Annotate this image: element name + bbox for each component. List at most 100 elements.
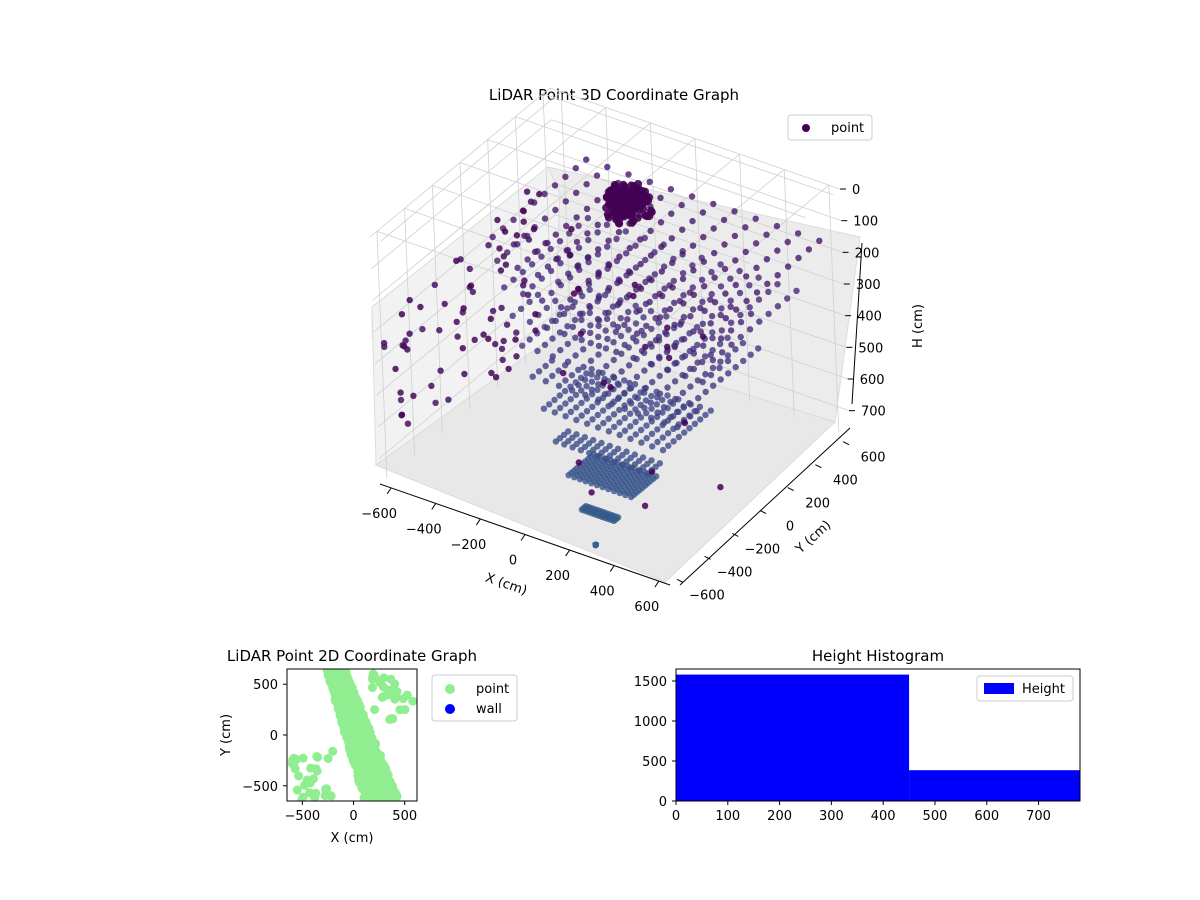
plot3d-point	[521, 232, 528, 239]
plot3d-point	[602, 327, 609, 334]
plot3d-point	[578, 387, 585, 394]
plot3d-y-tick-label: −600	[689, 588, 725, 603]
plot2d-legend-label-wall: wall	[476, 702, 502, 717]
plot2d-point	[368, 683, 377, 693]
plot3d-point	[595, 292, 603, 300]
plot3d-point	[604, 243, 611, 250]
plot3d-point	[718, 327, 725, 334]
plot2d: LiDAR Point 2D Coordinate Graph −500−500…	[219, 647, 518, 846]
plot3d-point	[594, 411, 601, 419]
plot3d-point	[659, 409, 666, 416]
plot3d-point	[624, 206, 633, 215]
histogram-x-tick-label: 700	[1026, 809, 1051, 824]
plot3d-point	[605, 428, 613, 435]
plot3d-point	[784, 263, 792, 270]
plot3d-point	[657, 219, 665, 226]
plot3d-z-tick-label: 300	[856, 278, 881, 293]
plot3d-gridline-z	[376, 246, 557, 396]
plot3d-point	[718, 305, 725, 312]
plot3d-point	[573, 189, 580, 196]
plot3d-point	[732, 257, 739, 264]
plot3d-point	[733, 306, 740, 313]
plot3d-point	[595, 396, 602, 403]
plot3d-point	[698, 276, 706, 283]
plot3d-point	[594, 424, 602, 431]
plot3d-point	[646, 298, 653, 306]
plot3d-z-tick-label: 500	[858, 341, 883, 356]
plot3d-gridline-zback	[551, 119, 842, 222]
plot3d-point	[648, 457, 655, 464]
plot3d-legend-box	[787, 114, 873, 141]
plot3d-point	[661, 285, 668, 292]
plot2d-point	[380, 786, 390, 796]
plot3d-point	[498, 304, 505, 312]
plot3d-point	[616, 431, 623, 439]
plot3d-point	[687, 383, 694, 390]
plot3d-point	[543, 304, 550, 312]
plot2d-point	[362, 780, 372, 790]
plot3d-x-tick	[609, 565, 615, 572]
plot3d-point	[647, 252, 655, 259]
plot3d-point	[627, 385, 635, 392]
plot3d-point	[612, 328, 620, 336]
plot3d-x-tick-label: −600	[361, 507, 397, 522]
plot3d-point	[397, 396, 405, 404]
plot3d-point	[689, 306, 697, 313]
plot3d-point	[594, 221, 601, 228]
plot3d-point	[638, 187, 647, 196]
plot3d-point	[417, 303, 424, 311]
plot3d-point	[691, 420, 699, 427]
plot3d-point	[682, 372, 689, 380]
plot3d-point	[616, 419, 623, 426]
plot3d-point	[599, 407, 607, 414]
plot2d-point	[292, 785, 302, 795]
plot3d-point	[604, 163, 611, 171]
plot3d-point	[737, 318, 745, 326]
plot3d-point	[649, 378, 656, 386]
plot3d-point	[732, 346, 739, 353]
histogram-x-tick-label: 600	[974, 809, 999, 824]
plot3d-point	[664, 343, 671, 350]
plot3d-point	[551, 396, 558, 404]
plot3d-point	[613, 235, 620, 243]
plot3d-point	[805, 246, 813, 253]
plot3d-point	[661, 307, 669, 314]
plot3d-point	[774, 247, 781, 254]
plot3d-point	[674, 423, 681, 431]
plot3d-point	[562, 173, 569, 180]
plot3d-point	[720, 216, 728, 224]
plot3d-x-tick	[386, 487, 392, 495]
plot3d-point	[541, 341, 549, 348]
histogram-legend-label: Height	[1022, 682, 1065, 697]
plot3d-point	[588, 365, 595, 373]
plot3d-point	[747, 351, 754, 358]
plot3d-point	[578, 316, 585, 324]
plot3d-point	[671, 321, 678, 328]
plot3d-point	[737, 311, 744, 319]
plot3d-y-tick	[676, 578, 684, 583]
plot3d-point	[513, 353, 520, 360]
plot3d-point	[727, 303, 734, 310]
plot3d-point	[702, 411, 709, 419]
plot3d-point	[668, 235, 675, 242]
plot3d-point	[688, 193, 696, 200]
plot3d-point	[639, 204, 648, 213]
plot3d-point	[589, 416, 596, 423]
plot3d-point	[627, 269, 634, 276]
plot3d-z-tick-label: 200	[855, 246, 880, 261]
plot3d-point	[497, 267, 505, 274]
histogram-x-tick-label: 300	[819, 809, 844, 824]
plot3d-point	[489, 233, 496, 241]
plot3d-point	[732, 363, 739, 371]
plot3d-point	[595, 342, 603, 350]
plot2d-legend-marker-wall	[445, 704, 455, 714]
plot3d-gridline-zback	[554, 214, 846, 317]
plot3d-point	[699, 320, 706, 327]
plot2d-point	[291, 754, 301, 764]
plot3d-point	[453, 257, 460, 264]
plot3d-point	[549, 335, 556, 342]
plot3d-point	[526, 298, 533, 305]
plot3d-point	[654, 438, 661, 446]
plot3d-point	[526, 336, 533, 343]
plot3d-point	[664, 384, 671, 391]
